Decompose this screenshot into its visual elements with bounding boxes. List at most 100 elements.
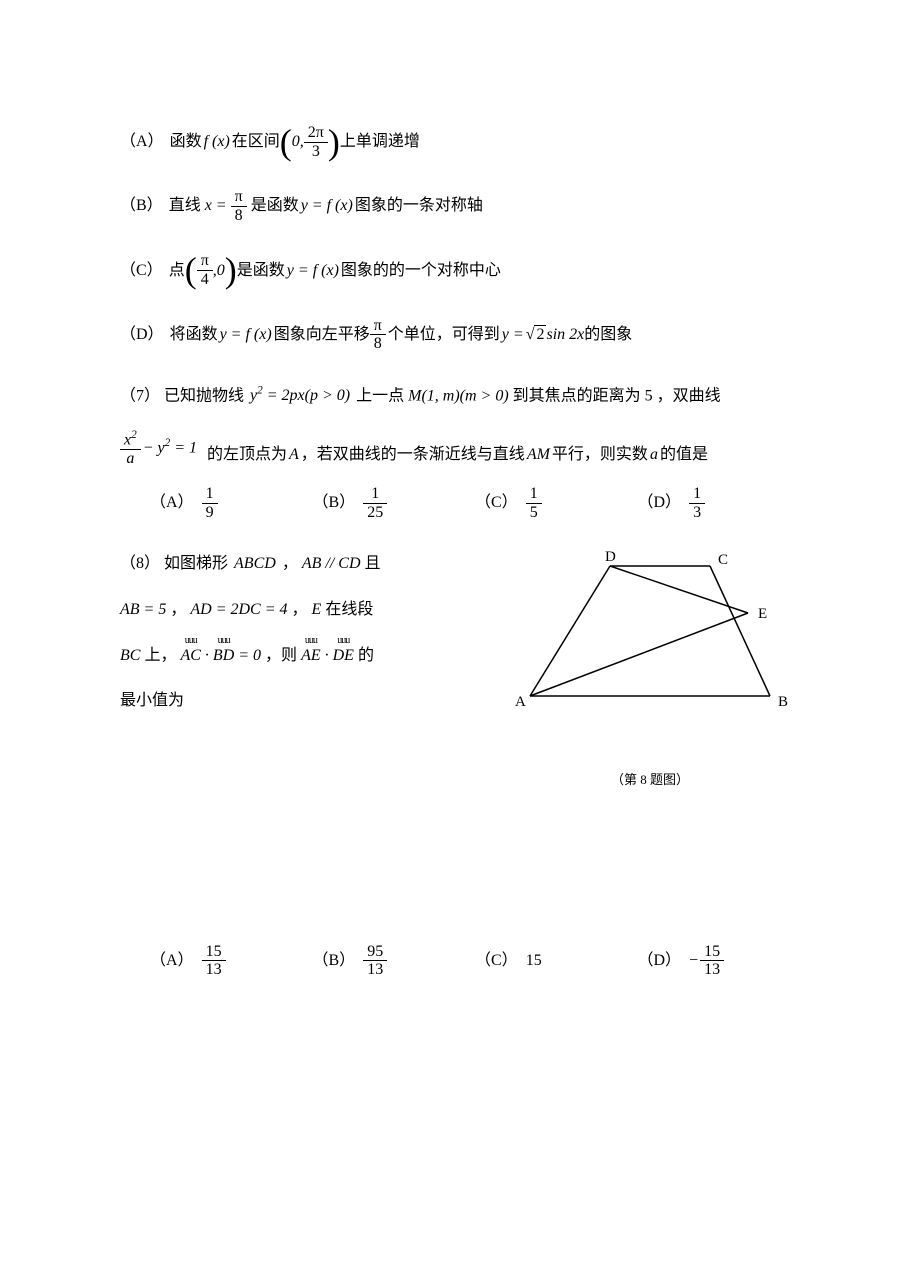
q7-answer-c: （C） 1 5 (475, 485, 638, 521)
denominator: 13 (363, 961, 387, 979)
q6-option-d: （D） 将函数 y = f (x) 图象向左平移 π 8 个单位，可得到 y =… (120, 317, 800, 353)
denominator: 8 (370, 335, 386, 353)
q7-answer-b: （B） 1 25 (313, 485, 476, 521)
opt-label: （B） (313, 490, 356, 516)
figure-caption: （第 8 题图） (500, 770, 800, 791)
math-fx: f (x) (204, 129, 230, 155)
q8-answer-b: （B） 95 13 (313, 943, 476, 979)
q8-text: （8） 如图梯形 ABCD ， AB // CD 且 AB = 5 ， AD =… (120, 551, 490, 733)
text: 将函数 (170, 322, 218, 348)
q7-answers: （A） 1 9 （B） 1 25 （C） 1 5 （D） 1 3 (150, 485, 800, 521)
arrow-icon: uuu (180, 633, 200, 649)
denominator: a (120, 450, 141, 468)
fraction: x2 a (120, 429, 141, 468)
numerator: 1 (689, 485, 705, 504)
q8-line2: AB = 5 ， AD = 2DC = 4 ， E 在线段 (120, 597, 490, 623)
fraction: 95 13 (363, 943, 387, 979)
denominator: 9 (202, 504, 218, 522)
q8-answer-c: （C） 15 (475, 948, 638, 974)
denominator: 13 (202, 961, 226, 979)
vec-ae: uuuAE (301, 643, 321, 669)
fraction: 15 13 (700, 943, 724, 979)
math-x-eq: x = (205, 193, 227, 219)
abcd: ABCD (234, 555, 276, 572)
text: 已知抛物线 (164, 387, 244, 404)
q7-line2: x2 a − y2 = 1 的左顶点为 A ，若双曲线的一条渐近线与直线 AM … (120, 429, 800, 468)
opt-label: （C） (120, 258, 163, 284)
numerator: 2π (304, 124, 328, 143)
denominator: 8 (231, 207, 247, 225)
denominator: 5 (526, 504, 542, 522)
neg-sign: − (689, 948, 698, 974)
eq-zero: = 0 (238, 647, 261, 664)
text: ，双曲线 (657, 387, 721, 404)
math-y-eq: y = f (x) (301, 193, 353, 219)
vec-de: uuuDE (333, 643, 354, 669)
text: 平行，则实数 (552, 442, 648, 468)
fraction: 1 25 (363, 485, 387, 521)
q8-figure: ABCDE （第 8 题图） (500, 551, 800, 790)
text: 是函数 (237, 258, 285, 284)
sqrt: 2 (526, 322, 547, 348)
dist-5: 5 (645, 387, 653, 404)
text: 图象的的一个对称中心 (341, 258, 501, 284)
q-label: （8） (120, 555, 160, 572)
parabola-eq: y2 = 2px(p > 0) (250, 387, 350, 404)
fraction: 1 3 (689, 485, 705, 521)
vec-bd: uuuBD (213, 643, 234, 669)
svg-text:A: A (515, 694, 526, 710)
opt-label: （A） (150, 490, 194, 516)
text: 的值是 (660, 442, 708, 468)
bc: BC (120, 647, 140, 664)
arrow-icon: uuu (301, 633, 321, 649)
numerator: π (231, 188, 247, 207)
var-a: a (650, 442, 658, 468)
hyp-rest: − y2 = 1 (143, 435, 197, 461)
question-8: （8） 如图梯形 ABCD ， AB // CD 且 AB = 5 ， AD =… (120, 551, 800, 790)
text: ， (282, 555, 298, 572)
text: 图象的一条对称轴 (355, 193, 483, 219)
q7-answer-d: （D） 1 3 (638, 485, 801, 521)
q8-answer-d: （D） − 15 13 (638, 943, 801, 979)
ab-par-cd: AB // CD (302, 555, 361, 572)
numerator: π (370, 317, 386, 336)
numerator: 1 (202, 485, 218, 504)
svg-text:D: D (605, 551, 616, 565)
dot: · (325, 647, 329, 664)
numerator: 1 (363, 485, 387, 504)
text: 是函数 (251, 193, 299, 219)
q8-answers: （A） 15 13 （B） 95 13 （C） 15 （D） − 15 13 (150, 943, 800, 979)
question-7: （7） 已知抛物线 y2 = 2px(p > 0) 上一点 M(1, m)(m … (120, 383, 800, 467)
ab-eq: AB = 5 (120, 601, 166, 618)
opt-label: （D） (638, 948, 682, 974)
numerator: x2 (120, 429, 141, 450)
q6-option-b: （B） 直线 x = π 8 是函数 y = f (x) 图象的一条对称轴 (120, 188, 800, 224)
denominator: 13 (700, 961, 724, 979)
opt-label: （D） (120, 322, 164, 348)
fraction: π 4 (197, 252, 213, 288)
denominator: 4 (197, 271, 213, 289)
opt-label: （A） (150, 948, 194, 974)
opt-label: （A） (120, 129, 164, 155)
text: 上一点 (356, 387, 408, 404)
interval-zero: 0, (292, 129, 304, 155)
denominator: 25 (363, 504, 387, 522)
math-y2: y = (502, 322, 524, 348)
math-y-eq: y = f (x) (220, 322, 272, 348)
text: 在线段 (325, 601, 373, 618)
dot: · (205, 647, 209, 664)
numerator: 95 (363, 943, 387, 962)
text: 函数 (170, 129, 202, 155)
fraction: π 8 (370, 317, 386, 353)
opt-label: （C） (475, 948, 518, 974)
text: ，若双曲线的一条渐近线与直线 (301, 442, 525, 468)
text: ， (292, 601, 308, 618)
numerator: π (197, 252, 213, 271)
q8-line3: BC 上， uuuAC · uuuBD = 0 ，则 uuuAE · uuuDE… (120, 643, 490, 669)
vec-ac: uuuAC (180, 643, 200, 669)
text: 图象向左平移 (274, 322, 370, 348)
trapezoid-diagram: ABCDE (500, 551, 800, 721)
math-y-eq: y = f (x) (287, 258, 339, 284)
text: 点 (169, 258, 185, 284)
line-am: AM (527, 442, 550, 468)
